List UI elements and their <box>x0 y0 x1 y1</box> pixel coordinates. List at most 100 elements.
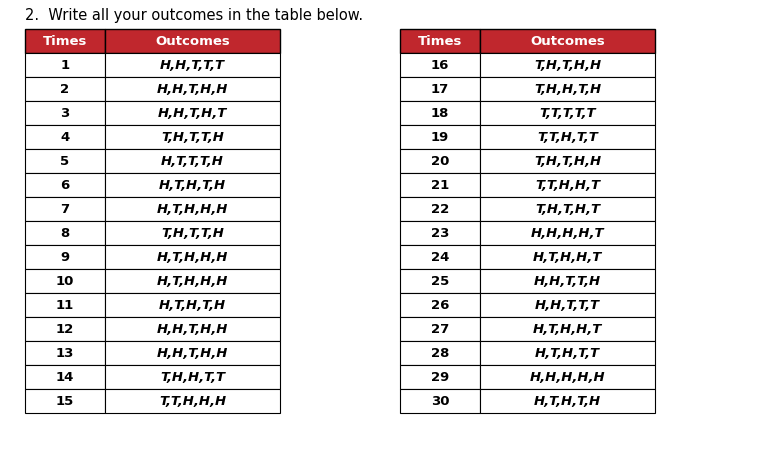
Bar <box>105 341 280 365</box>
Bar <box>105 269 280 293</box>
Bar <box>400 54 480 78</box>
Text: 8: 8 <box>60 227 70 240</box>
Bar <box>25 102 105 126</box>
Bar <box>480 174 655 198</box>
Text: T,H,T,H,H: T,H,T,H,H <box>534 60 601 72</box>
Text: 3: 3 <box>60 107 70 120</box>
Bar <box>480 341 655 365</box>
Bar <box>480 30 655 54</box>
Text: 18: 18 <box>431 107 449 120</box>
Text: H,H,T,T,T: H,H,T,T,T <box>535 299 600 312</box>
Text: 17: 17 <box>431 83 449 96</box>
Bar <box>400 102 480 126</box>
Text: 14: 14 <box>55 371 74 384</box>
Bar <box>400 341 480 365</box>
Text: 6: 6 <box>60 179 70 192</box>
Text: 26: 26 <box>431 299 449 312</box>
Bar <box>105 245 280 269</box>
Text: T,H,T,H,T: T,H,T,H,T <box>535 203 600 216</box>
Text: H,T,T,T,H: H,T,T,T,H <box>161 155 224 168</box>
Text: 23: 23 <box>431 227 449 240</box>
Bar <box>25 318 105 341</box>
Text: H,H,T,H,T: H,H,T,H,T <box>158 107 227 120</box>
Bar <box>105 174 280 198</box>
Text: 1: 1 <box>61 60 70 72</box>
Text: H,T,H,T,H: H,T,H,T,H <box>534 395 601 408</box>
Bar <box>400 245 480 269</box>
Text: 11: 11 <box>56 299 74 312</box>
Bar <box>400 318 480 341</box>
Bar <box>480 54 655 78</box>
Bar <box>480 102 655 126</box>
Text: 20: 20 <box>431 155 449 168</box>
Text: 7: 7 <box>61 203 70 216</box>
Text: 19: 19 <box>431 131 449 144</box>
Bar <box>25 245 105 269</box>
Text: 28: 28 <box>431 347 449 360</box>
Bar <box>480 78 655 102</box>
Text: H,T,H,H,H: H,T,H,H,H <box>157 251 228 264</box>
Bar <box>480 198 655 221</box>
Text: 4: 4 <box>60 131 70 144</box>
Bar <box>105 318 280 341</box>
Bar <box>480 221 655 245</box>
Bar <box>480 365 655 389</box>
Bar <box>25 54 105 78</box>
Bar <box>25 174 105 198</box>
Text: Times: Times <box>418 36 462 48</box>
Text: Times: Times <box>43 36 87 48</box>
Text: H,H,H,H,T: H,H,H,H,T <box>530 227 604 240</box>
Text: 9: 9 <box>61 251 70 264</box>
Text: H,H,H,H,H: H,H,H,H,H <box>530 371 605 384</box>
Bar <box>25 293 105 318</box>
Bar <box>25 150 105 174</box>
Text: T,H,T,H,H: T,H,T,H,H <box>534 155 601 168</box>
Text: 22: 22 <box>431 203 449 216</box>
Bar <box>25 78 105 102</box>
Bar <box>25 269 105 293</box>
Bar <box>105 221 280 245</box>
Bar <box>400 365 480 389</box>
Text: 2.  Write all your outcomes in the table below.: 2. Write all your outcomes in the table … <box>25 8 363 23</box>
Bar <box>400 78 480 102</box>
Bar <box>480 318 655 341</box>
Bar <box>400 150 480 174</box>
Bar <box>400 389 480 413</box>
Bar <box>400 293 480 318</box>
Text: Outcomes: Outcomes <box>530 36 605 48</box>
Bar <box>105 150 280 174</box>
Bar <box>25 389 105 413</box>
Text: Outcomes: Outcomes <box>155 36 230 48</box>
Bar <box>105 198 280 221</box>
Bar <box>25 365 105 389</box>
Bar <box>480 293 655 318</box>
Bar <box>105 54 280 78</box>
Text: T,T,H,T,T: T,T,H,T,T <box>537 131 598 144</box>
Bar <box>480 269 655 293</box>
Text: H,T,H,T,H: H,T,H,T,H <box>159 299 226 312</box>
Text: H,T,H,T,T: H,T,H,T,T <box>535 347 600 360</box>
Text: 21: 21 <box>431 179 449 192</box>
Text: 29: 29 <box>431 371 449 384</box>
Text: 12: 12 <box>56 323 74 336</box>
Bar <box>480 389 655 413</box>
Bar <box>105 78 280 102</box>
Text: T,T,H,H,H: T,T,H,H,H <box>159 395 226 408</box>
Text: T,T,T,T,T: T,T,T,T,T <box>540 107 596 120</box>
Text: 2: 2 <box>61 83 70 96</box>
Text: H,T,H,H,T: H,T,H,H,T <box>533 323 602 336</box>
Bar <box>480 150 655 174</box>
Bar <box>400 30 480 54</box>
Text: 10: 10 <box>55 275 74 288</box>
Text: T,H,T,T,H: T,H,T,T,H <box>161 131 224 144</box>
Text: 24: 24 <box>431 251 449 264</box>
Bar <box>400 269 480 293</box>
Text: H,T,H,H,T: H,T,H,H,T <box>533 251 602 264</box>
Text: H,H,T,T,T: H,H,T,T,T <box>160 60 225 72</box>
Text: H,H,T,H,H: H,H,T,H,H <box>157 323 228 336</box>
Bar <box>105 293 280 318</box>
Bar <box>105 102 280 126</box>
Text: 30: 30 <box>431 395 449 408</box>
Text: T,H,H,T,T: T,H,H,T,T <box>160 371 225 384</box>
Text: T,T,H,H,T: T,T,H,H,T <box>535 179 600 192</box>
